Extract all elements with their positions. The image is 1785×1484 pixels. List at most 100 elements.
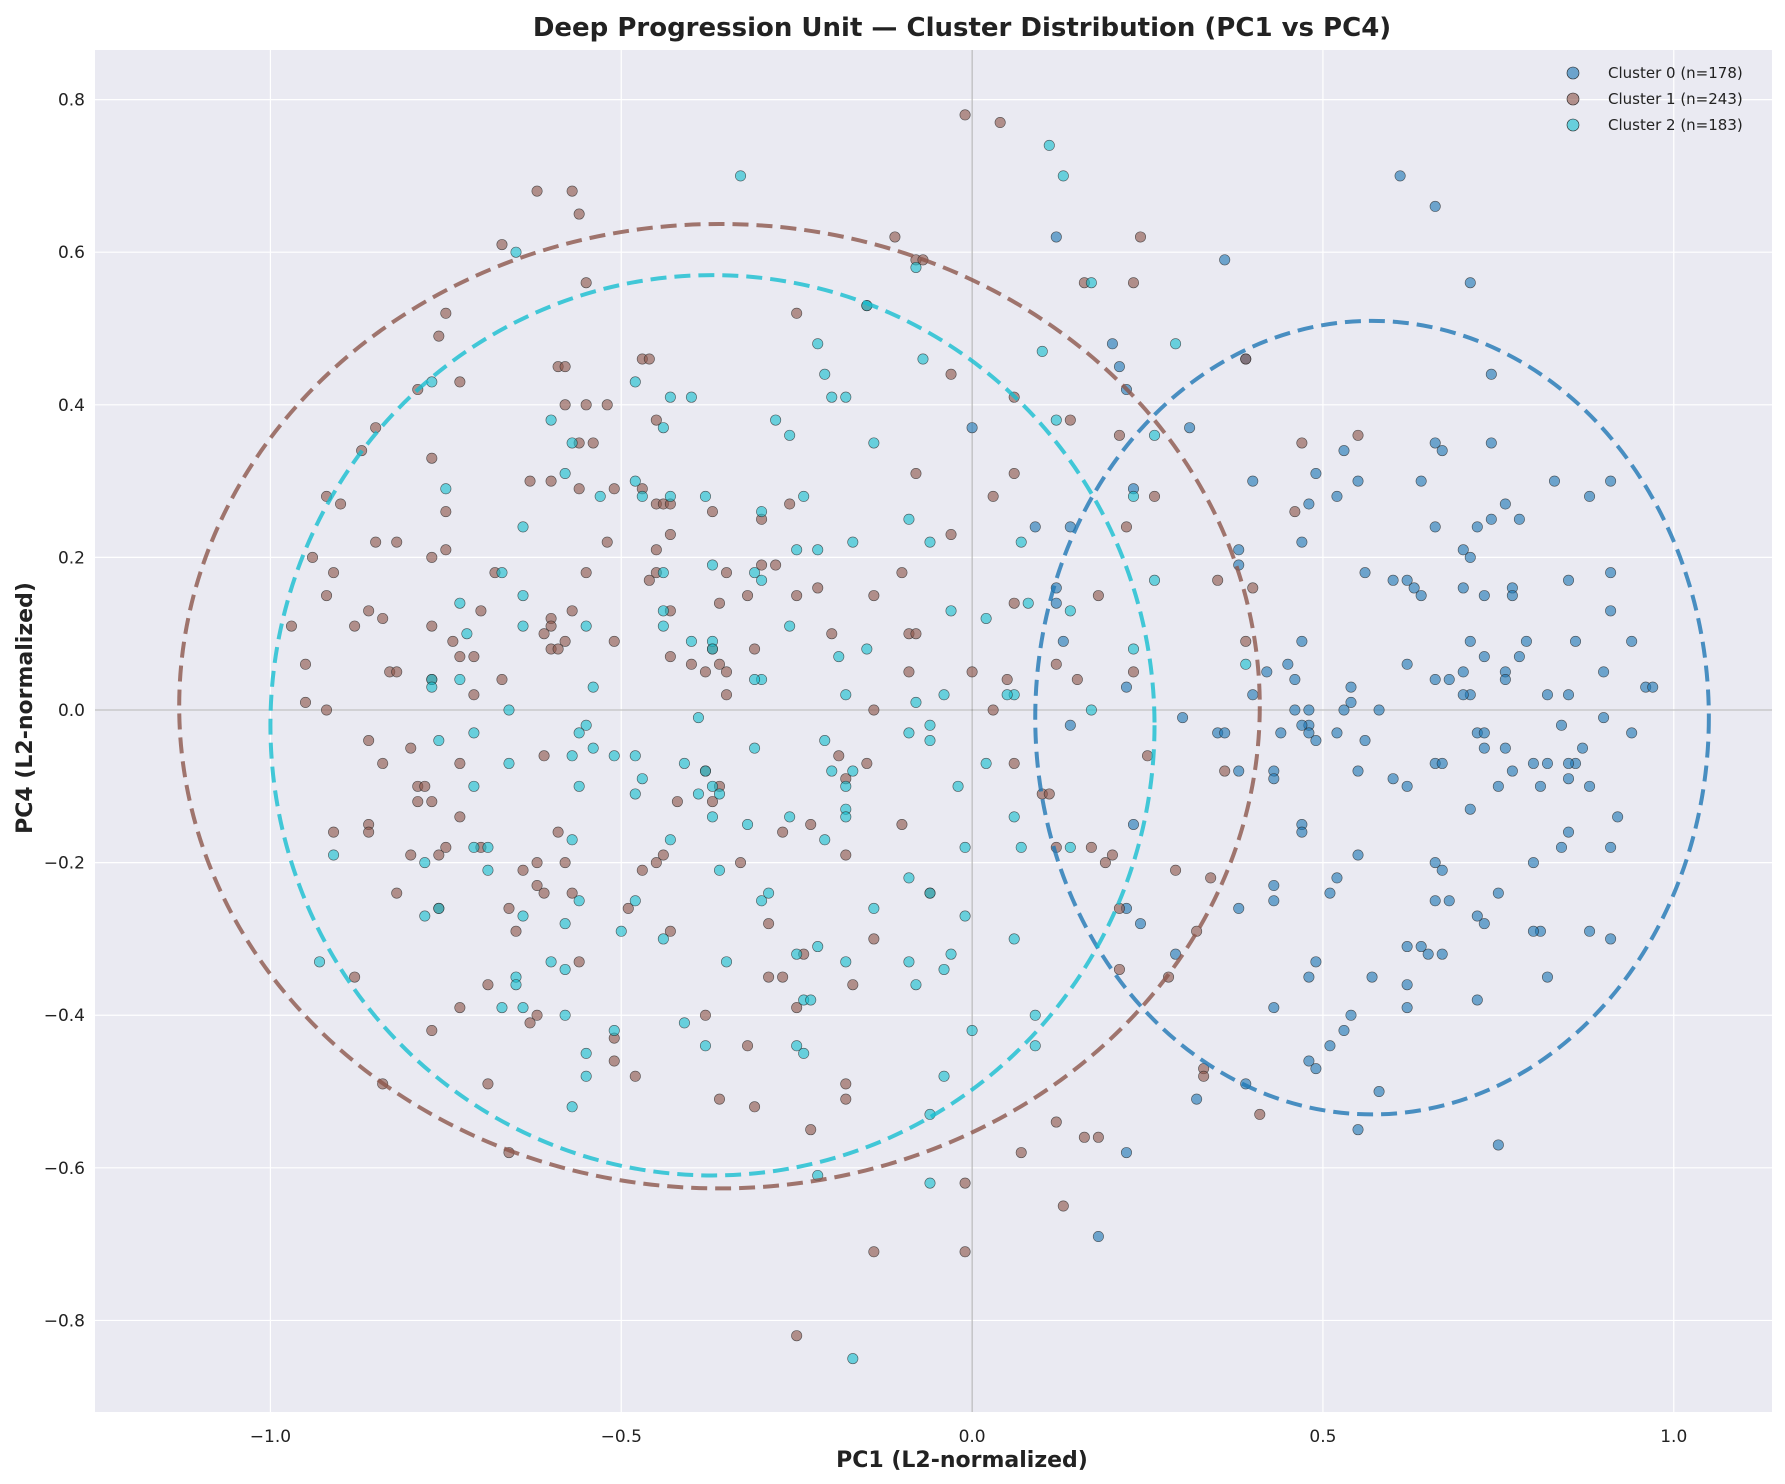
x-tick-label: 0.5 [1309, 1427, 1336, 1447]
data-point [1127, 818, 1139, 830]
data-point [608, 1024, 620, 1036]
data-point [1506, 590, 1518, 602]
data-point [756, 574, 768, 586]
data-point [791, 1040, 803, 1052]
data-point [1429, 437, 1441, 449]
y-tick-label: 0.8 [58, 91, 85, 111]
data-point [833, 750, 845, 762]
data-point [468, 780, 480, 792]
data-point [966, 422, 978, 434]
data-point [868, 1246, 880, 1258]
data-point [1352, 429, 1364, 441]
data-point [559, 361, 571, 373]
data-point [1001, 673, 1013, 685]
data-point [959, 1246, 971, 1258]
data-point [531, 857, 543, 869]
data-point [1310, 956, 1322, 968]
data-point [531, 185, 543, 197]
data-point [945, 948, 957, 960]
data-point [833, 651, 845, 663]
data-point [1008, 933, 1020, 945]
data-point [692, 788, 704, 800]
data-point [496, 567, 508, 579]
data-point [517, 910, 529, 922]
data-point [412, 796, 424, 808]
data-point [601, 399, 613, 411]
data-point [426, 620, 438, 632]
data-point [966, 1024, 978, 1036]
data-point [1106, 849, 1118, 861]
cluster-1-ellipse [177, 221, 1262, 1191]
data-point [503, 902, 515, 914]
data-point [1120, 521, 1132, 533]
data-point [608, 483, 620, 495]
data-point [1429, 200, 1441, 212]
data-point [608, 750, 620, 762]
data-point [433, 330, 445, 342]
data-point [454, 597, 466, 609]
data-point [1478, 742, 1490, 754]
data-point [706, 506, 718, 518]
data-point [517, 521, 529, 533]
data-point [363, 605, 375, 617]
data-point [896, 818, 908, 830]
data-point [1303, 1055, 1315, 1067]
data-point [1345, 696, 1357, 708]
data-point [1429, 895, 1441, 907]
data-point [454, 651, 466, 663]
data-point [1268, 895, 1280, 907]
data-point [573, 956, 585, 968]
data-point [454, 1002, 466, 1014]
data-point [784, 620, 796, 632]
data-point [699, 1009, 711, 1021]
data-point [482, 864, 494, 876]
data-point [1492, 780, 1504, 792]
data-point [440, 307, 452, 319]
data-point [573, 780, 585, 792]
data-point [889, 231, 901, 243]
data-point [1149, 574, 1161, 586]
data-point [1142, 750, 1154, 762]
data-point [1408, 582, 1420, 594]
data-point [538, 750, 550, 762]
data-point [868, 902, 880, 914]
data-point [664, 925, 676, 937]
data-point [1570, 635, 1582, 647]
data-point [791, 1002, 803, 1014]
data-point [910, 467, 922, 479]
data-point [742, 818, 754, 830]
tick-labels: −1.0 −0.5 0.0 0.5 1.0 −0.8 −0.6 −0.4 −0.2 0.0 0.2 0… [44, 91, 1688, 1447]
data-point [328, 849, 340, 861]
data-point [1478, 590, 1490, 602]
cluster-0-points [966, 170, 1659, 1243]
data-point [657, 567, 669, 579]
data-point [370, 536, 382, 548]
data-point [1436, 948, 1448, 960]
data-point [1331, 872, 1343, 884]
data-point [426, 796, 438, 808]
data-point [643, 574, 655, 586]
cluster-2-ellipse [268, 273, 1157, 1178]
data-point [650, 857, 662, 869]
data-point [1170, 338, 1182, 350]
data-point [510, 979, 522, 991]
data-point [349, 971, 361, 983]
data-point [1415, 475, 1427, 487]
data-point [1310, 1063, 1322, 1075]
data-point [328, 567, 340, 579]
data-point [545, 414, 557, 426]
data-point [580, 567, 592, 579]
data-point [559, 918, 571, 930]
y-axis-label: PC4 (L2-normalized) [13, 582, 38, 834]
data-point [1015, 536, 1027, 548]
data-point [1177, 712, 1189, 724]
data-point [559, 635, 571, 647]
data-point [763, 918, 775, 930]
data-point [1008, 811, 1020, 823]
legend-marker [1566, 92, 1580, 106]
data-point [861, 757, 873, 769]
data-point [980, 757, 992, 769]
data-point [1268, 1002, 1280, 1014]
data-point [426, 681, 438, 693]
data-point [1282, 658, 1294, 670]
